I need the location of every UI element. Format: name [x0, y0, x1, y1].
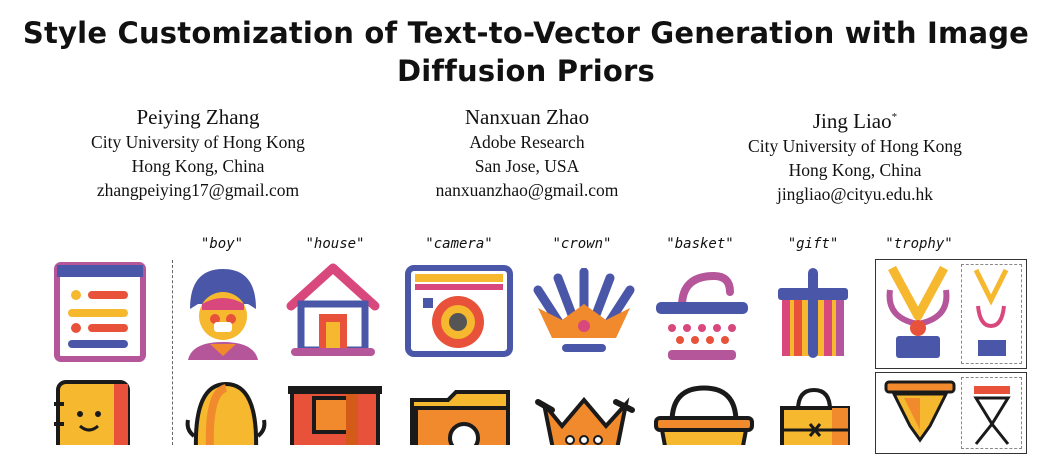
- door-icon: [288, 386, 382, 445]
- crown-icon: [533, 268, 635, 352]
- trophy-frame: [875, 259, 1027, 369]
- author-affiliation: City University of Hong Kong: [748, 136, 962, 156]
- title-line-2: Diffusion Priors: [397, 54, 655, 88]
- folder-icon: [410, 390, 510, 445]
- corresponding-mark: *: [891, 111, 898, 123]
- author-location: San Jose, USA: [474, 156, 580, 176]
- camera-icon: [405, 265, 513, 357]
- hourglass-icon: [884, 380, 956, 443]
- author-name: Nanxuan Zhao: [464, 105, 590, 129]
- house-icon: [286, 263, 380, 356]
- author-block-1: Peiying Zhang City University of Hong Ko…: [48, 104, 348, 202]
- author-email: nanxuanzhao@gmail.com: [435, 180, 619, 200]
- crown-outline-icon: [535, 396, 635, 445]
- author-block-3: Jing Liao* City University of Hong Kong …: [705, 104, 1005, 206]
- book-icon: [54, 380, 130, 445]
- trophy-dashed-box: [961, 264, 1022, 364]
- gift-icon: [778, 268, 848, 358]
- trophy-icon: [886, 265, 950, 358]
- label-boy: "boy": [200, 236, 244, 252]
- label-gift: "gift": [787, 236, 839, 252]
- bag-icon: [780, 387, 850, 445]
- label-trophy: "trophy": [885, 236, 953, 252]
- author-email: zhangpeiying17@gmail.com: [96, 180, 300, 200]
- label-house: "house": [305, 236, 365, 252]
- author-location: Hong Kong, China: [788, 160, 922, 180]
- label-camera: "camera": [425, 236, 493, 252]
- author-name: Peiying Zhang: [136, 105, 260, 129]
- list-icon: [54, 262, 146, 362]
- author-affiliation: City University of Hong Kong: [91, 132, 305, 152]
- face-icon: [185, 381, 267, 445]
- author-block-2: Nanxuan Zhao Adobe Research San Jose, US…: [377, 104, 677, 202]
- figure-divider: [172, 260, 173, 445]
- basket-outline-icon: [654, 385, 754, 445]
- author-location: Hong Kong, China: [131, 156, 265, 176]
- author-affiliation: Adobe Research: [469, 132, 585, 152]
- paper-title: Style Customization of Text-to-Vector Ge…: [0, 14, 1052, 90]
- hourglass-sketch-icon: [973, 386, 1011, 445]
- title-line-1: Style Customization of Text-to-Vector Ge…: [22, 16, 1030, 50]
- trophy-sketch-icon: [973, 268, 1009, 356]
- basket-icon: [656, 271, 748, 360]
- author-email: jingliao@cityu.edu.hk: [776, 184, 934, 204]
- boy-icon: [188, 269, 258, 360]
- label-basket: "basket": [666, 236, 734, 252]
- author-name-text: Jing Liao: [812, 109, 892, 133]
- author-name: Jing Liao*: [705, 104, 1005, 134]
- label-crown: "crown": [552, 236, 612, 252]
